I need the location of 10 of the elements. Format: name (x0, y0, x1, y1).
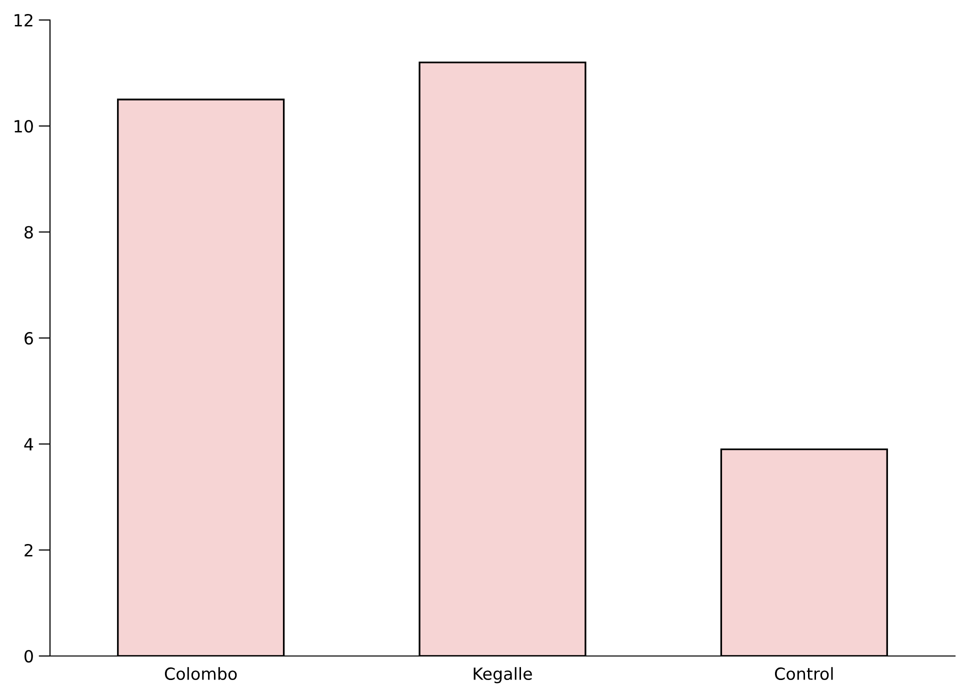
y-tick-label: 8 (24, 226, 33, 239)
y-tick-label: 0 (24, 650, 33, 663)
y-tick-label: 2 (24, 544, 32, 556)
y-tick-label: 12 (14, 14, 32, 26)
x-tick-label: Colombo (164, 667, 237, 680)
x-tick-label: Kegalle (474, 667, 532, 684)
y-tick-label: 6 (24, 332, 33, 345)
y-tick-label: 4 (24, 438, 34, 450)
x-tick-label: Control (774, 667, 833, 680)
y-tick-label: 10 (14, 120, 33, 133)
